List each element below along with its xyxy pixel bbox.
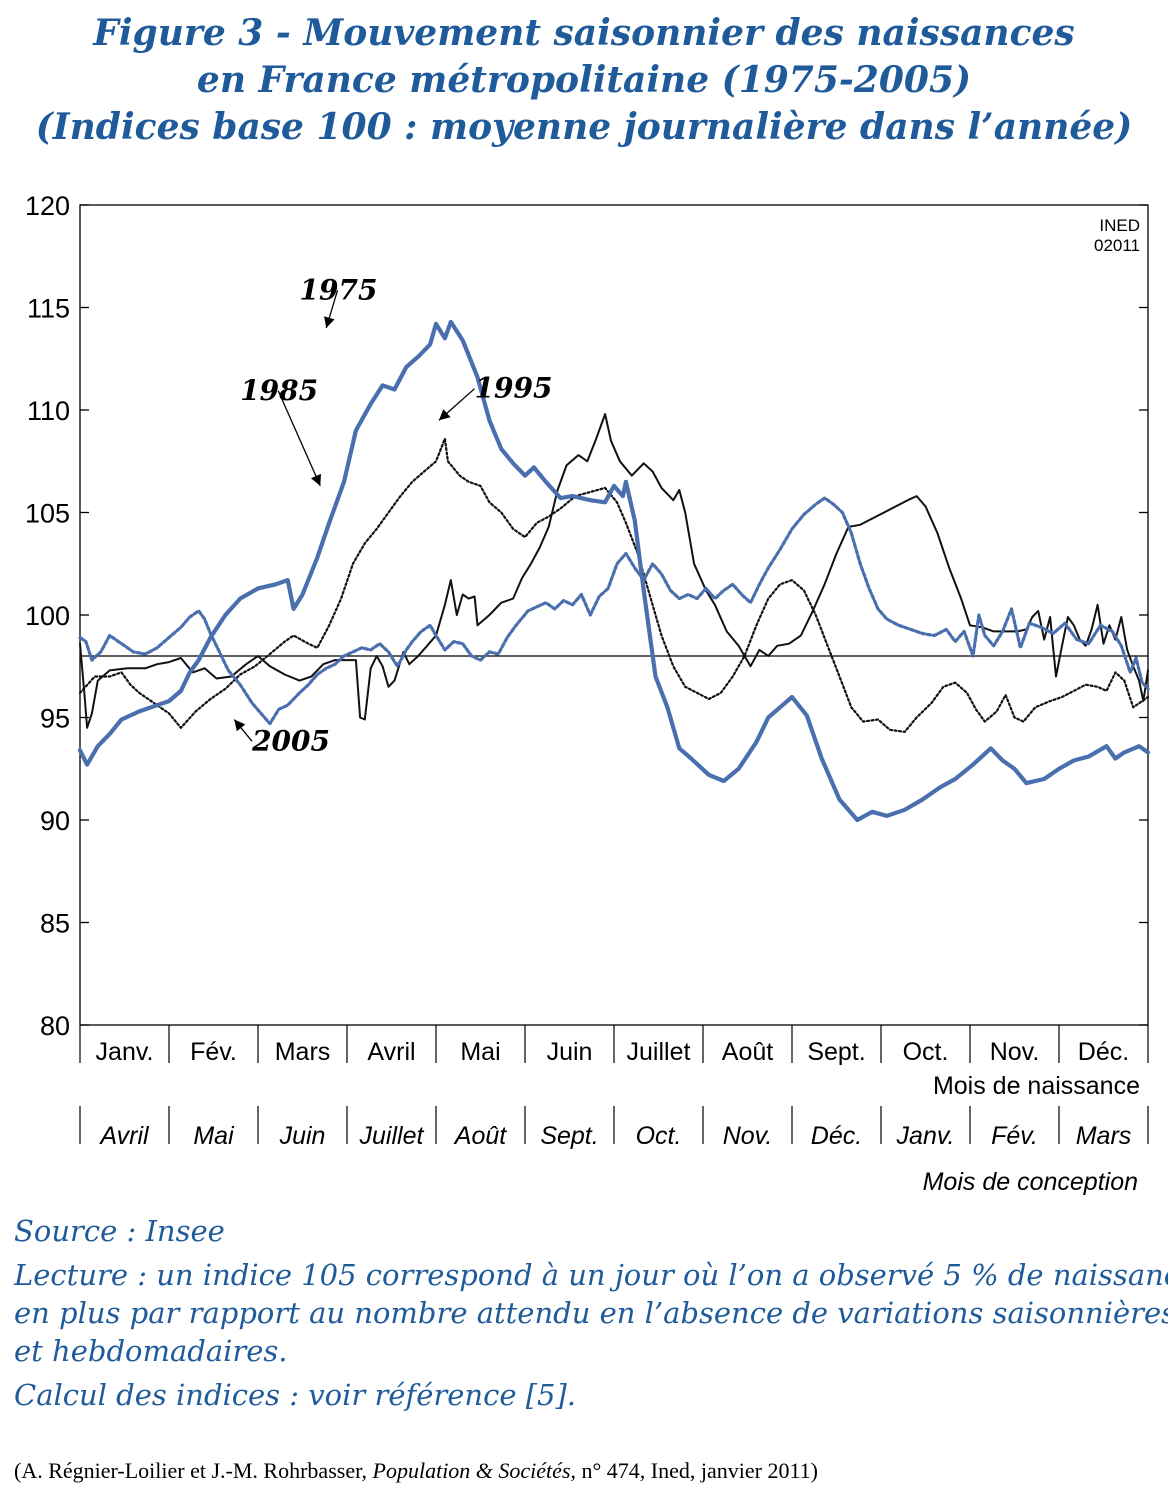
lecture-line-1: Lecture : un indice 105 correspond à un …: [14, 1258, 1168, 1292]
title-line-3: (Indices base 100 : moyenne journalière …: [35, 106, 1133, 148]
conception-month-label: Fév.: [991, 1122, 1038, 1150]
citation-end: , n° 474, Ined, janvier 2011): [570, 1458, 818, 1483]
conception-month-label: Sept.: [540, 1122, 598, 1150]
birth-month-label: Fév.: [190, 1038, 237, 1066]
citation-journal: Population & Sociétés: [372, 1458, 571, 1483]
series-group: [77, 319, 1151, 823]
label-arrowhead-1985: [310, 473, 321, 486]
citation: (A. Régnier-Loilier et J.-M. Rohrbasser,…: [14, 1458, 1164, 1484]
y-tick-label: 80: [40, 1011, 70, 1041]
y-axis: 80 85 90 95 100 105 110 115 120: [25, 191, 1148, 1041]
birth-month-label: Oct.: [903, 1038, 949, 1066]
series-line-2005: [78, 496, 1150, 726]
series-labels: 1975 1985 1995 2005: [233, 273, 553, 757]
plot-frame: [79, 204, 1149, 1026]
watermark-line-1: INED: [1099, 216, 1140, 235]
y-tick-label: 100: [25, 601, 70, 631]
conception-month-label: Nov.: [723, 1122, 773, 1150]
series-label-2005: 2005: [251, 724, 330, 757]
y-tick-label: 95: [40, 704, 70, 734]
birth-month-label: Janv.: [96, 1038, 154, 1066]
lecture-line-3: et hebdomadaires.: [14, 1334, 288, 1368]
birth-month-label: Mars: [275, 1038, 331, 1066]
chart-notes: Source : Insee Lecture : un indice 105 c…: [14, 1212, 1168, 1414]
label-pointer-1985: [277, 390, 321, 487]
birth-month-label: Nov.: [990, 1038, 1040, 1066]
series-line-1975: [77, 319, 1151, 823]
title-line-1: Figure 3 - Mouvement saisonnier des nais…: [93, 12, 1075, 54]
citation-start: (A. Régnier-Loilier et J.-M. Rohrbasser,: [14, 1458, 373, 1483]
label-arrowhead-1995: [438, 409, 451, 421]
birth-axis-label: Mois de naissance: [933, 1072, 1140, 1100]
y-tick-label: 85: [40, 909, 70, 939]
conception-month-label: Mai: [193, 1122, 235, 1150]
conception-month-label: Juin: [279, 1122, 326, 1150]
conception-month-axis: Avril Mai Juin Juillet Août Sept. Oct. Nov. Déc.…: [79, 1106, 1149, 1150]
conception-axis-label: Mois de conception: [923, 1168, 1138, 1196]
label-arrowhead-2005: [234, 719, 246, 732]
conception-month-label: Août: [453, 1122, 507, 1150]
series-line-1985: [78, 437, 1150, 733]
birth-month-label: Sept.: [807, 1038, 865, 1066]
conception-month-label: Juillet: [359, 1122, 425, 1150]
chart-title: Figure 3 - Mouvement saisonnier des nais…: [0, 10, 1168, 151]
series-label-1975: 1975: [300, 273, 378, 306]
label-arrowhead-1975: [324, 316, 335, 328]
conception-month-label: Mars: [1076, 1122, 1132, 1150]
birth-month-label: Avril: [367, 1038, 415, 1066]
conception-month-label: Avril: [98, 1122, 150, 1150]
conception-month-label: Janv.: [896, 1122, 955, 1150]
birth-month-label: Juin: [547, 1038, 593, 1066]
birth-month-axis: Janv. Fév. Mars Avril Mai Juin Juillet Août Sept…: [79, 1025, 1149, 1066]
series-label-1985: 1985: [240, 374, 318, 407]
calcul-note: Calcul des indices : voir référence [5].: [14, 1378, 577, 1412]
y-tick-label: 110: [27, 396, 70, 426]
lecture-line-2: en plus par rapport au nombre attendu en…: [14, 1296, 1168, 1330]
y-tick-label: 105: [25, 499, 70, 529]
watermark-line-2: 02011: [1094, 236, 1140, 255]
y-tick-label: 115: [27, 294, 70, 324]
seasonal-births-chart: 80 85 90 95 100 105 110 115 120 1975 1985 1995 2005…: [25, 191, 1151, 1196]
series-label-1995: 1995: [475, 372, 553, 405]
birth-month-label: Mai: [460, 1038, 500, 1066]
y-tick-label: 120: [25, 191, 70, 221]
title-line-2: en France métropolitaine (1975-2005): [196, 59, 972, 101]
source-note: Source : Insee: [14, 1214, 225, 1248]
birth-month-label: Déc.: [1078, 1038, 1129, 1066]
y-tick-label: 90: [40, 806, 70, 836]
birth-month-label: Août: [722, 1038, 773, 1066]
conception-month-label: Oct.: [636, 1122, 682, 1150]
conception-month-label: Déc.: [811, 1122, 862, 1150]
birth-month-label: Juillet: [627, 1038, 691, 1066]
series-line-1995: [79, 413, 1149, 729]
